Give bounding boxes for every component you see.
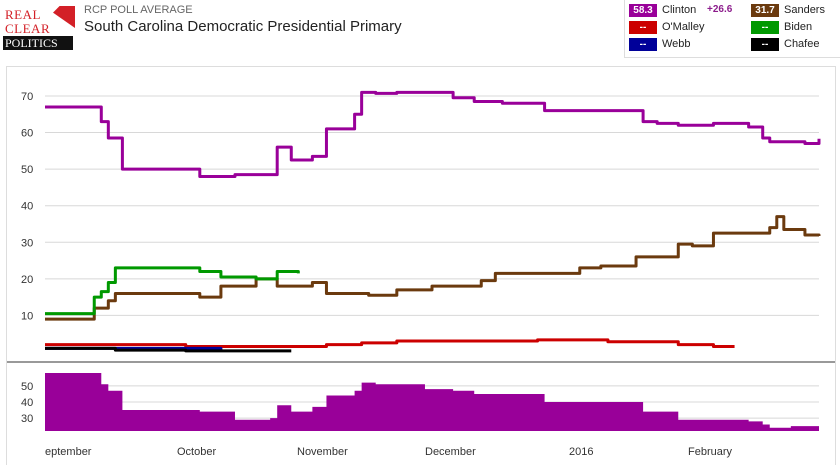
legend-name-chafee: Chafee <box>784 38 820 50</box>
legend-swatch-webb: -- <box>629 38 657 51</box>
logo-line-clear: CLEAR <box>5 21 51 36</box>
legend-item-clinton[interactable]: 58.3 Clinton +26.6 <box>629 4 744 18</box>
legend-name-webb: Webb <box>662 38 691 50</box>
x-tick-label: 2016 <box>569 446 593 458</box>
y-tick-label: 70 <box>21 91 33 103</box>
y-tick-label: 30 <box>21 237 33 249</box>
legend-swatch-sanders: 31.7 <box>751 4 779 17</box>
chart-title: South Carolina Democratic Presidential P… <box>84 18 402 35</box>
legend-item-omalley[interactable]: -- O'Malley <box>629 21 744 35</box>
series-line-chafee <box>45 346 292 353</box>
legend-swatch-clinton: 58.3 <box>629 4 657 17</box>
x-tick-label: eptember <box>45 446 92 458</box>
logo-line-politics: POLITICS <box>3 36 73 50</box>
spread-area <box>45 373 819 431</box>
lower-y-tick-label: 50 <box>21 381 33 393</box>
legend-name-omalley: O'Malley <box>662 21 705 33</box>
lower-y-tick-label: 40 <box>21 397 33 409</box>
legend-name-sanders: Sanders <box>784 4 825 16</box>
series-line-omalley <box>45 338 735 349</box>
legend-swatch-biden: -- <box>751 21 779 34</box>
y-tick-label: 40 <box>21 201 33 213</box>
series-line-clinton <box>45 90 821 178</box>
logo-line-real: REAL <box>5 7 41 22</box>
legend-swatch-chafee: -- <box>751 38 779 51</box>
y-tick-label: 60 <box>21 128 33 140</box>
chart-svg[interactable]: 70 60 50 40 30 20 10 50 40 30 eptember October Novem… <box>7 67 835 466</box>
poll-average-kicker: RCP POLL AVERAGE <box>84 4 193 16</box>
rcp-logo[interactable]: REAL CLEAR POLITICS <box>3 3 75 51</box>
y-tick-label: 10 <box>21 310 33 322</box>
legend-item-webb[interactable]: -- Webb <box>629 38 744 52</box>
legend: 58.3 Clinton +26.6 31.7 Sanders -- O'Mal… <box>624 0 840 58</box>
x-tick-label: November <box>297 446 348 458</box>
series-line-sanders <box>45 215 821 321</box>
legend-name-clinton: Clinton <box>662 4 697 16</box>
legend-item-sanders[interactable]: 31.7 Sanders <box>751 4 839 18</box>
legend-name-biden: Biden <box>784 21 813 33</box>
legend-spread-clinton: +26.6 <box>707 4 733 15</box>
legend-item-chafee[interactable]: -- Chafee <box>751 38 839 52</box>
chart-area[interactable]: 70 60 50 40 30 20 10 50 40 30 eptember October Novem… <box>6 66 836 465</box>
x-tick-label: February <box>688 446 733 458</box>
x-tick-label: December <box>425 446 476 458</box>
logo-corner-mark <box>53 6 75 28</box>
y-tick-label: 20 <box>21 274 33 286</box>
series-line-biden <box>45 266 300 316</box>
legend-swatch-omalley: -- <box>629 21 657 34</box>
lower-y-tick-label: 30 <box>21 413 33 425</box>
x-tick-label: October <box>177 446 216 458</box>
y-tick-label: 50 <box>21 164 33 176</box>
legend-item-biden[interactable]: -- Biden <box>751 21 839 35</box>
